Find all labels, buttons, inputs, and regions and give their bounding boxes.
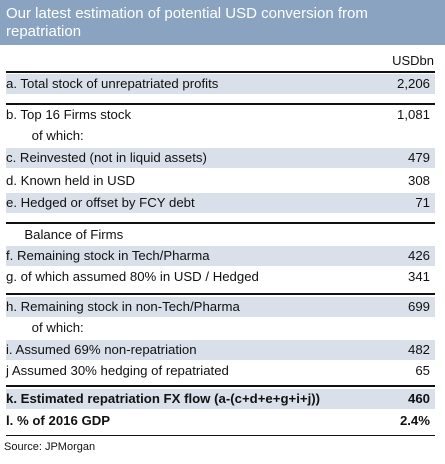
table-row: j Assumed 30% hedging of repatriated 65 — [6, 361, 435, 381]
table-row: e. Hedged or offset by FCY debt 71 — [6, 193, 435, 213]
table-row: h. Remaining stock in non-Tech/Pharma 69… — [6, 297, 435, 317]
row-value: 479 — [407, 150, 430, 165]
table-row: d. Known held in USD 308 — [6, 171, 435, 191]
table-row: c. Reinvested (not in liquid assets) 479 — [6, 148, 435, 168]
table-row: g. of which assumed 80% in USD / Hedged … — [6, 267, 435, 287]
row-value: 341 — [407, 269, 430, 284]
table-row: of which: — [6, 318, 435, 338]
divider — [6, 293, 435, 295]
table-row: b. Top 16 Firms stock 1,081 — [6, 105, 435, 125]
row-label: i. Assumed 69% non-repatriation — [6, 342, 197, 357]
row-label: of which: — [6, 320, 84, 335]
row-value: 308 — [407, 173, 430, 188]
divider — [6, 222, 435, 224]
table-row: Balance of Firms — [6, 225, 435, 245]
row-value: 426 — [407, 248, 430, 263]
row-label: g. of which assumed 80% in USD / Hedged — [6, 269, 259, 284]
row-label: h. Remaining stock in non-Tech/Pharma — [6, 299, 240, 314]
row-label: d. Known held in USD — [6, 173, 136, 188]
row-label: j Assumed 30% hedging of repatriated — [6, 363, 229, 378]
row-label: f. Remaining stock in Tech/Pharma — [6, 248, 210, 263]
row-value: 2,206 — [396, 76, 430, 91]
row-value: 65 — [415, 363, 430, 378]
table-row: l. % of 2016 GDP 2.4% — [6, 411, 435, 431]
divider — [6, 385, 435, 387]
row-label: e. Hedged or offset by FCY debt — [6, 195, 195, 210]
row-label: a. Total stock of unrepatriated profits — [6, 76, 219, 91]
table-row: a. Total stock of unrepatriated profits … — [6, 74, 435, 94]
row-value: 1,081 — [396, 107, 430, 122]
divider — [6, 103, 435, 105]
table-row: i. Assumed 69% non-repatriation 482 — [6, 340, 435, 360]
row-value: 2.4% — [399, 413, 430, 428]
table-row: k. Estimated repatriation FX flow (a-(c+… — [6, 389, 435, 409]
divider — [6, 71, 435, 73]
divider — [6, 435, 435, 436]
row-value: 699 — [407, 299, 430, 314]
source-note: Source: JPMorgan — [4, 441, 96, 453]
row-label: of which: — [6, 128, 84, 143]
table-row: f. Remaining stock in Tech/Pharma 426 — [6, 246, 435, 266]
row-value: 71 — [415, 195, 430, 210]
table-title: Our latest estimation of potential USD c… — [0, 0, 445, 45]
row-label: c. Reinvested (not in liquid assets) — [6, 150, 207, 165]
row-label: Balance of Firms — [6, 227, 124, 242]
row-label: l. % of 2016 GDP — [6, 413, 111, 428]
unit-label: USDbn — [392, 53, 434, 68]
table-row: of which: — [6, 126, 435, 146]
row-label: b. Top 16 Firms stock — [6, 107, 132, 122]
row-value: 482 — [407, 342, 430, 357]
row-label: k. Estimated repatriation FX flow (a-(c+… — [6, 391, 321, 406]
row-value: 460 — [407, 391, 430, 406]
